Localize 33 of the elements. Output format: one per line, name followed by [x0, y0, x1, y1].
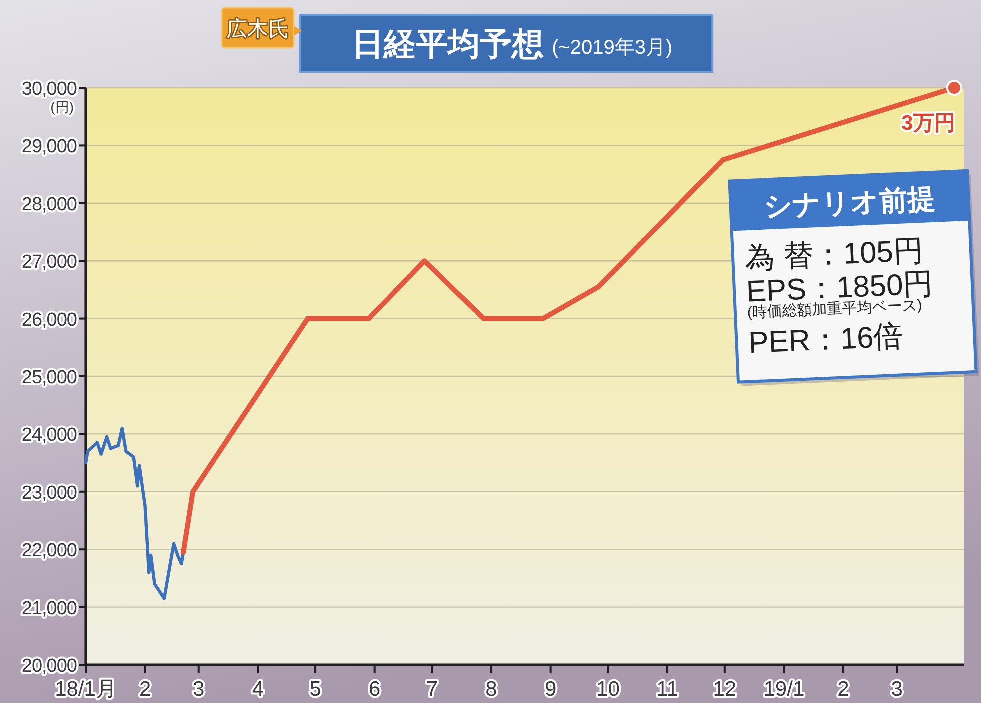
y-tick-label: 24,000 [22, 425, 77, 446]
x-tick-label: 8 [486, 678, 498, 701]
title: 日経平均予想 (~2019年3月) [299, 14, 714, 73]
chart-title: 日経平均予想 [352, 26, 544, 62]
y-tick-label: 20,000 [22, 656, 77, 677]
x-tick-label: 2 [139, 678, 152, 701]
x-tick-label: 3 [193, 678, 205, 701]
y-tick-label: 21,000 [22, 598, 77, 620]
y-tick-label: 26,000 [22, 310, 77, 331]
x-tick-label: 2 [838, 678, 850, 701]
y-tick-label: 28,000 [22, 194, 77, 216]
y-axis-title: (円) [50, 99, 74, 115]
y-tick-label: 23,000 [22, 482, 77, 504]
x-tick-label: 9 [544, 678, 557, 701]
x-tick-label: 7 [426, 678, 438, 701]
y-tick-label: 25,000 [22, 368, 77, 388]
chart-subtitle: (~2019年3月) [552, 37, 673, 59]
y-tick-label: 22,000 [22, 540, 77, 562]
x-tick-label: 6 [368, 678, 381, 701]
y-tick-label: 29,000 [22, 136, 77, 158]
annotation: シナリオ前提 [763, 183, 936, 222]
x-tick-label: 18/1月 [55, 678, 117, 701]
annotation: PER：16倍 [748, 320, 904, 360]
y-tick-label: 30,000 [22, 79, 77, 100]
y-tick-label: 27,000 [22, 252, 77, 274]
x-tick-label: 10 [596, 678, 620, 701]
x-tick-label: 11 [656, 678, 678, 701]
x-tick-label: 19/1 [764, 678, 805, 701]
annotation: 3万円 [902, 112, 956, 135]
x-tick-label: 3 [891, 678, 903, 701]
x-tick-label: 12 [713, 678, 737, 701]
x-tick-label: 5 [310, 678, 322, 701]
x-tick-label: 4 [252, 678, 264, 701]
